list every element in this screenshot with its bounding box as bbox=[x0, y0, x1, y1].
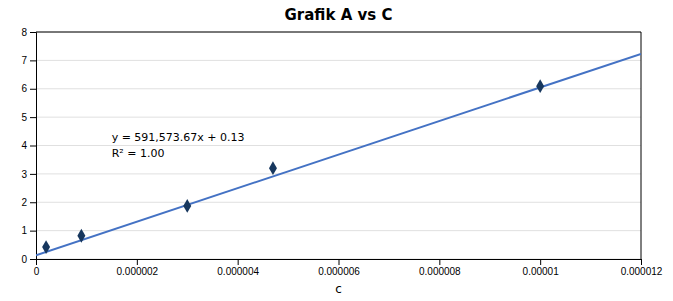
point bbox=[269, 161, 277, 175]
tick-label: 0.000008 bbox=[419, 266, 461, 277]
grid-line bbox=[36, 145, 641, 146]
tick-mark bbox=[238, 259, 239, 265]
grid-line bbox=[36, 32, 641, 33]
tick-label: 3 bbox=[21, 169, 27, 180]
point bbox=[77, 229, 85, 243]
tick-label: 0 bbox=[21, 254, 27, 265]
tick-mark bbox=[30, 117, 36, 118]
grid-line bbox=[36, 88, 641, 89]
tick-label: 0 bbox=[34, 266, 40, 277]
tick-label: 4 bbox=[21, 140, 27, 151]
x-axis-title: c bbox=[335, 282, 342, 296]
tick: 0.000002 bbox=[116, 259, 158, 277]
grid-line bbox=[36, 173, 641, 174]
tick: 3 bbox=[21, 169, 36, 180]
tick: 0.000008 bbox=[419, 259, 461, 277]
tick-label: 8 bbox=[21, 27, 27, 38]
tick-mark bbox=[540, 259, 541, 265]
tick-mark bbox=[30, 146, 36, 147]
point bbox=[42, 240, 50, 254]
tick-mark bbox=[30, 89, 36, 90]
grid-line bbox=[36, 60, 641, 61]
tick-label: 2 bbox=[21, 197, 27, 208]
tick: 0.000012 bbox=[621, 259, 663, 277]
tick: 0.000004 bbox=[217, 259, 259, 277]
frame bbox=[36, 32, 641, 33]
y-axis: 0 1 2 3 4 5 6 7 8 bbox=[21, 27, 36, 265]
tick-label: 5 bbox=[21, 112, 27, 123]
tick-label: 0.000002 bbox=[116, 266, 158, 277]
tick-label: 7 bbox=[21, 55, 27, 66]
annotation-line: y = 591,573.67x + 0.13 bbox=[112, 131, 245, 144]
tick-mark bbox=[30, 60, 36, 61]
tick-label: 0.000004 bbox=[217, 266, 259, 277]
annotation-line: R² = 1.00 bbox=[112, 147, 165, 160]
chart: 0 0.000002 0.000004 0.000006 0.000008 0.00001… bbox=[0, 0, 673, 301]
tick-mark bbox=[30, 202, 36, 203]
tick: 5 bbox=[21, 112, 36, 123]
tick-label: 0.000012 bbox=[621, 266, 663, 277]
tick-mark bbox=[30, 174, 36, 175]
plot-area: 0 0.000002 0.000004 0.000006 0.000008 0.00001… bbox=[21, 27, 662, 277]
axis-line bbox=[30, 33, 37, 260]
tick-mark bbox=[30, 32, 36, 33]
tick: 4 bbox=[21, 140, 36, 151]
tick: 0 bbox=[21, 254, 36, 265]
tick: 6 bbox=[21, 83, 36, 94]
grid-line bbox=[36, 117, 641, 118]
tick-mark bbox=[137, 259, 138, 265]
tick: 0 bbox=[34, 259, 40, 277]
axis-line bbox=[37, 260, 642, 266]
tick: 0.00001 bbox=[523, 259, 560, 277]
frame bbox=[641, 32, 642, 259]
x-axis: 0 0.000002 0.000004 0.000006 0.000008 0.00001… bbox=[34, 259, 663, 277]
tick-label: 6 bbox=[21, 83, 27, 94]
tick-mark bbox=[339, 259, 340, 265]
tick: 1 bbox=[21, 225, 36, 236]
tick: 7 bbox=[21, 55, 36, 66]
trendline bbox=[36, 54, 641, 255]
tick-mark bbox=[641, 259, 642, 265]
title: Grafik A vs C bbox=[285, 6, 393, 24]
grid-line bbox=[36, 202, 641, 203]
tick-label: 0.000006 bbox=[318, 266, 360, 277]
tick: 0.000006 bbox=[318, 259, 360, 277]
y-grid bbox=[36, 32, 641, 259]
marks bbox=[36, 54, 641, 255]
annotation: y = 591,573.67x + 0.13 R² = 1.00 bbox=[112, 131, 245, 161]
point bbox=[183, 199, 191, 213]
tick-mark bbox=[30, 231, 36, 232]
tick-mark bbox=[30, 259, 36, 260]
grid-line bbox=[36, 230, 641, 231]
tick: 2 bbox=[21, 197, 36, 208]
tick: 8 bbox=[21, 27, 36, 38]
tick-mark bbox=[439, 259, 440, 265]
tick-label: 1 bbox=[21, 225, 27, 236]
point bbox=[536, 79, 544, 93]
tick-label: 0.00001 bbox=[523, 266, 560, 277]
